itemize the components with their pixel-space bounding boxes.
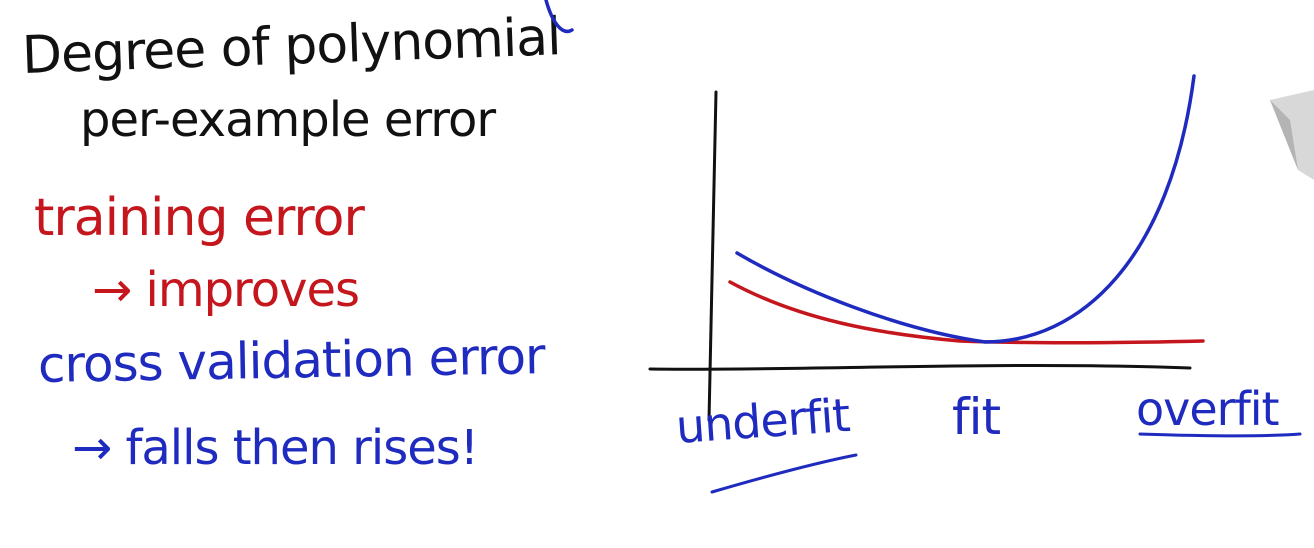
y-axis: [707, 90, 718, 422]
note-per-example-error: per-example error: [80, 92, 496, 148]
note-training-error: training error: [34, 188, 365, 248]
axis-label-overfit: overfit: [1136, 382, 1280, 436]
cross-validation-error-curve: [735, 74, 1196, 344]
overfit-underline: [1138, 432, 1302, 438]
x-axis: [648, 363, 1192, 371]
training-error-curve: [728, 280, 1205, 345]
note-training-improves: → improves: [92, 262, 360, 318]
stray-stroke: [544, 0, 574, 34]
axis-label-fit: fit: [952, 388, 1001, 446]
underfit-underline: [710, 453, 858, 494]
note-cv-falls-then-rises: → falls then rises!: [72, 420, 479, 476]
pen-tip-icon: [1270, 90, 1314, 180]
axis-label-underfit: underfit: [674, 387, 852, 454]
